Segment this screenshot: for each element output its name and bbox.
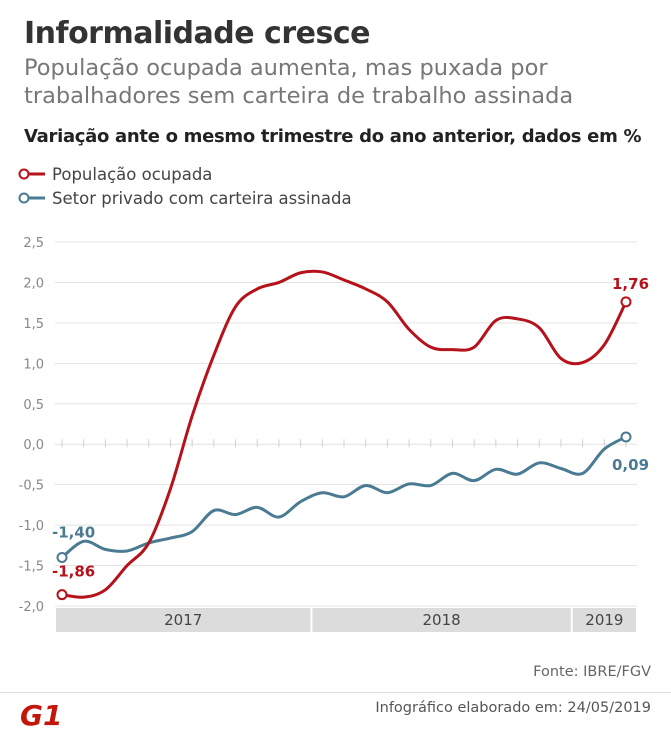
legend-label-populacao: População ocupada xyxy=(52,164,213,184)
period-band xyxy=(56,608,311,632)
data-label-populacao-end: 1,76 xyxy=(612,275,649,293)
period-label: 2019 xyxy=(585,611,623,629)
legend-item-populacao: População ocupada xyxy=(18,162,352,186)
y-tick-label: -0,5 xyxy=(19,479,44,494)
series-end-marker xyxy=(620,296,632,308)
period-band xyxy=(312,608,571,632)
legend: População ocupada Setor privado com cart… xyxy=(18,162,352,210)
footer-divider xyxy=(0,692,671,693)
series-start-marker xyxy=(56,589,68,601)
logo-text: G1 xyxy=(20,699,62,730)
period-label: 2018 xyxy=(423,611,461,629)
series-end-marker xyxy=(620,431,632,443)
period-band xyxy=(572,608,636,632)
chart-caption: Variação ante o mesmo trimestre do ano a… xyxy=(24,126,642,147)
g1-logo: G1 xyxy=(20,699,62,730)
chart-subtitle: População ocupada aumenta, mas puxada po… xyxy=(24,55,574,109)
y-tick-label: -2,0 xyxy=(19,600,44,615)
chart-title: Informalidade cresce xyxy=(24,16,370,51)
series-line-populacao xyxy=(60,269,628,599)
footer-note: Infográfico elaborado em: 24/05/2019 xyxy=(375,700,651,716)
legend-item-setor-privado: Setor privado com carteira assinada xyxy=(18,186,352,210)
y-tick-label: 0,5 xyxy=(23,398,44,413)
y-tick-label: 0,0 xyxy=(23,438,44,453)
data-label-populacao-start: -1,86 xyxy=(52,563,95,581)
legend-swatch-red-icon xyxy=(18,167,46,181)
y-tick-label: 2,5 xyxy=(23,236,44,251)
y-tick-label: -1,5 xyxy=(19,560,44,575)
series-start-marker xyxy=(56,551,68,563)
source-note: Fonte: IBRE/FGV xyxy=(533,664,651,680)
data-label-setor-start: -1,40 xyxy=(52,523,95,541)
legend-swatch-blue-icon xyxy=(18,191,46,205)
y-tick-label: 1,0 xyxy=(23,357,44,372)
series-line-setor-privado xyxy=(60,435,628,559)
legend-label-setor-privado: Setor privado com carteira assinada xyxy=(52,188,352,208)
data-label-setor-end: 0,09 xyxy=(612,456,649,474)
y-tick-label: 2,0 xyxy=(23,276,44,291)
y-tick-label: -1,0 xyxy=(19,519,44,534)
line-chart: 2,5 2,0 1,5 1,0 0,5 0,0 -0,5 -1,0 -1,5 -2,0 2017 20… xyxy=(19,236,649,632)
y-tick-label: 1,5 xyxy=(23,317,44,332)
period-label: 2017 xyxy=(164,611,202,629)
